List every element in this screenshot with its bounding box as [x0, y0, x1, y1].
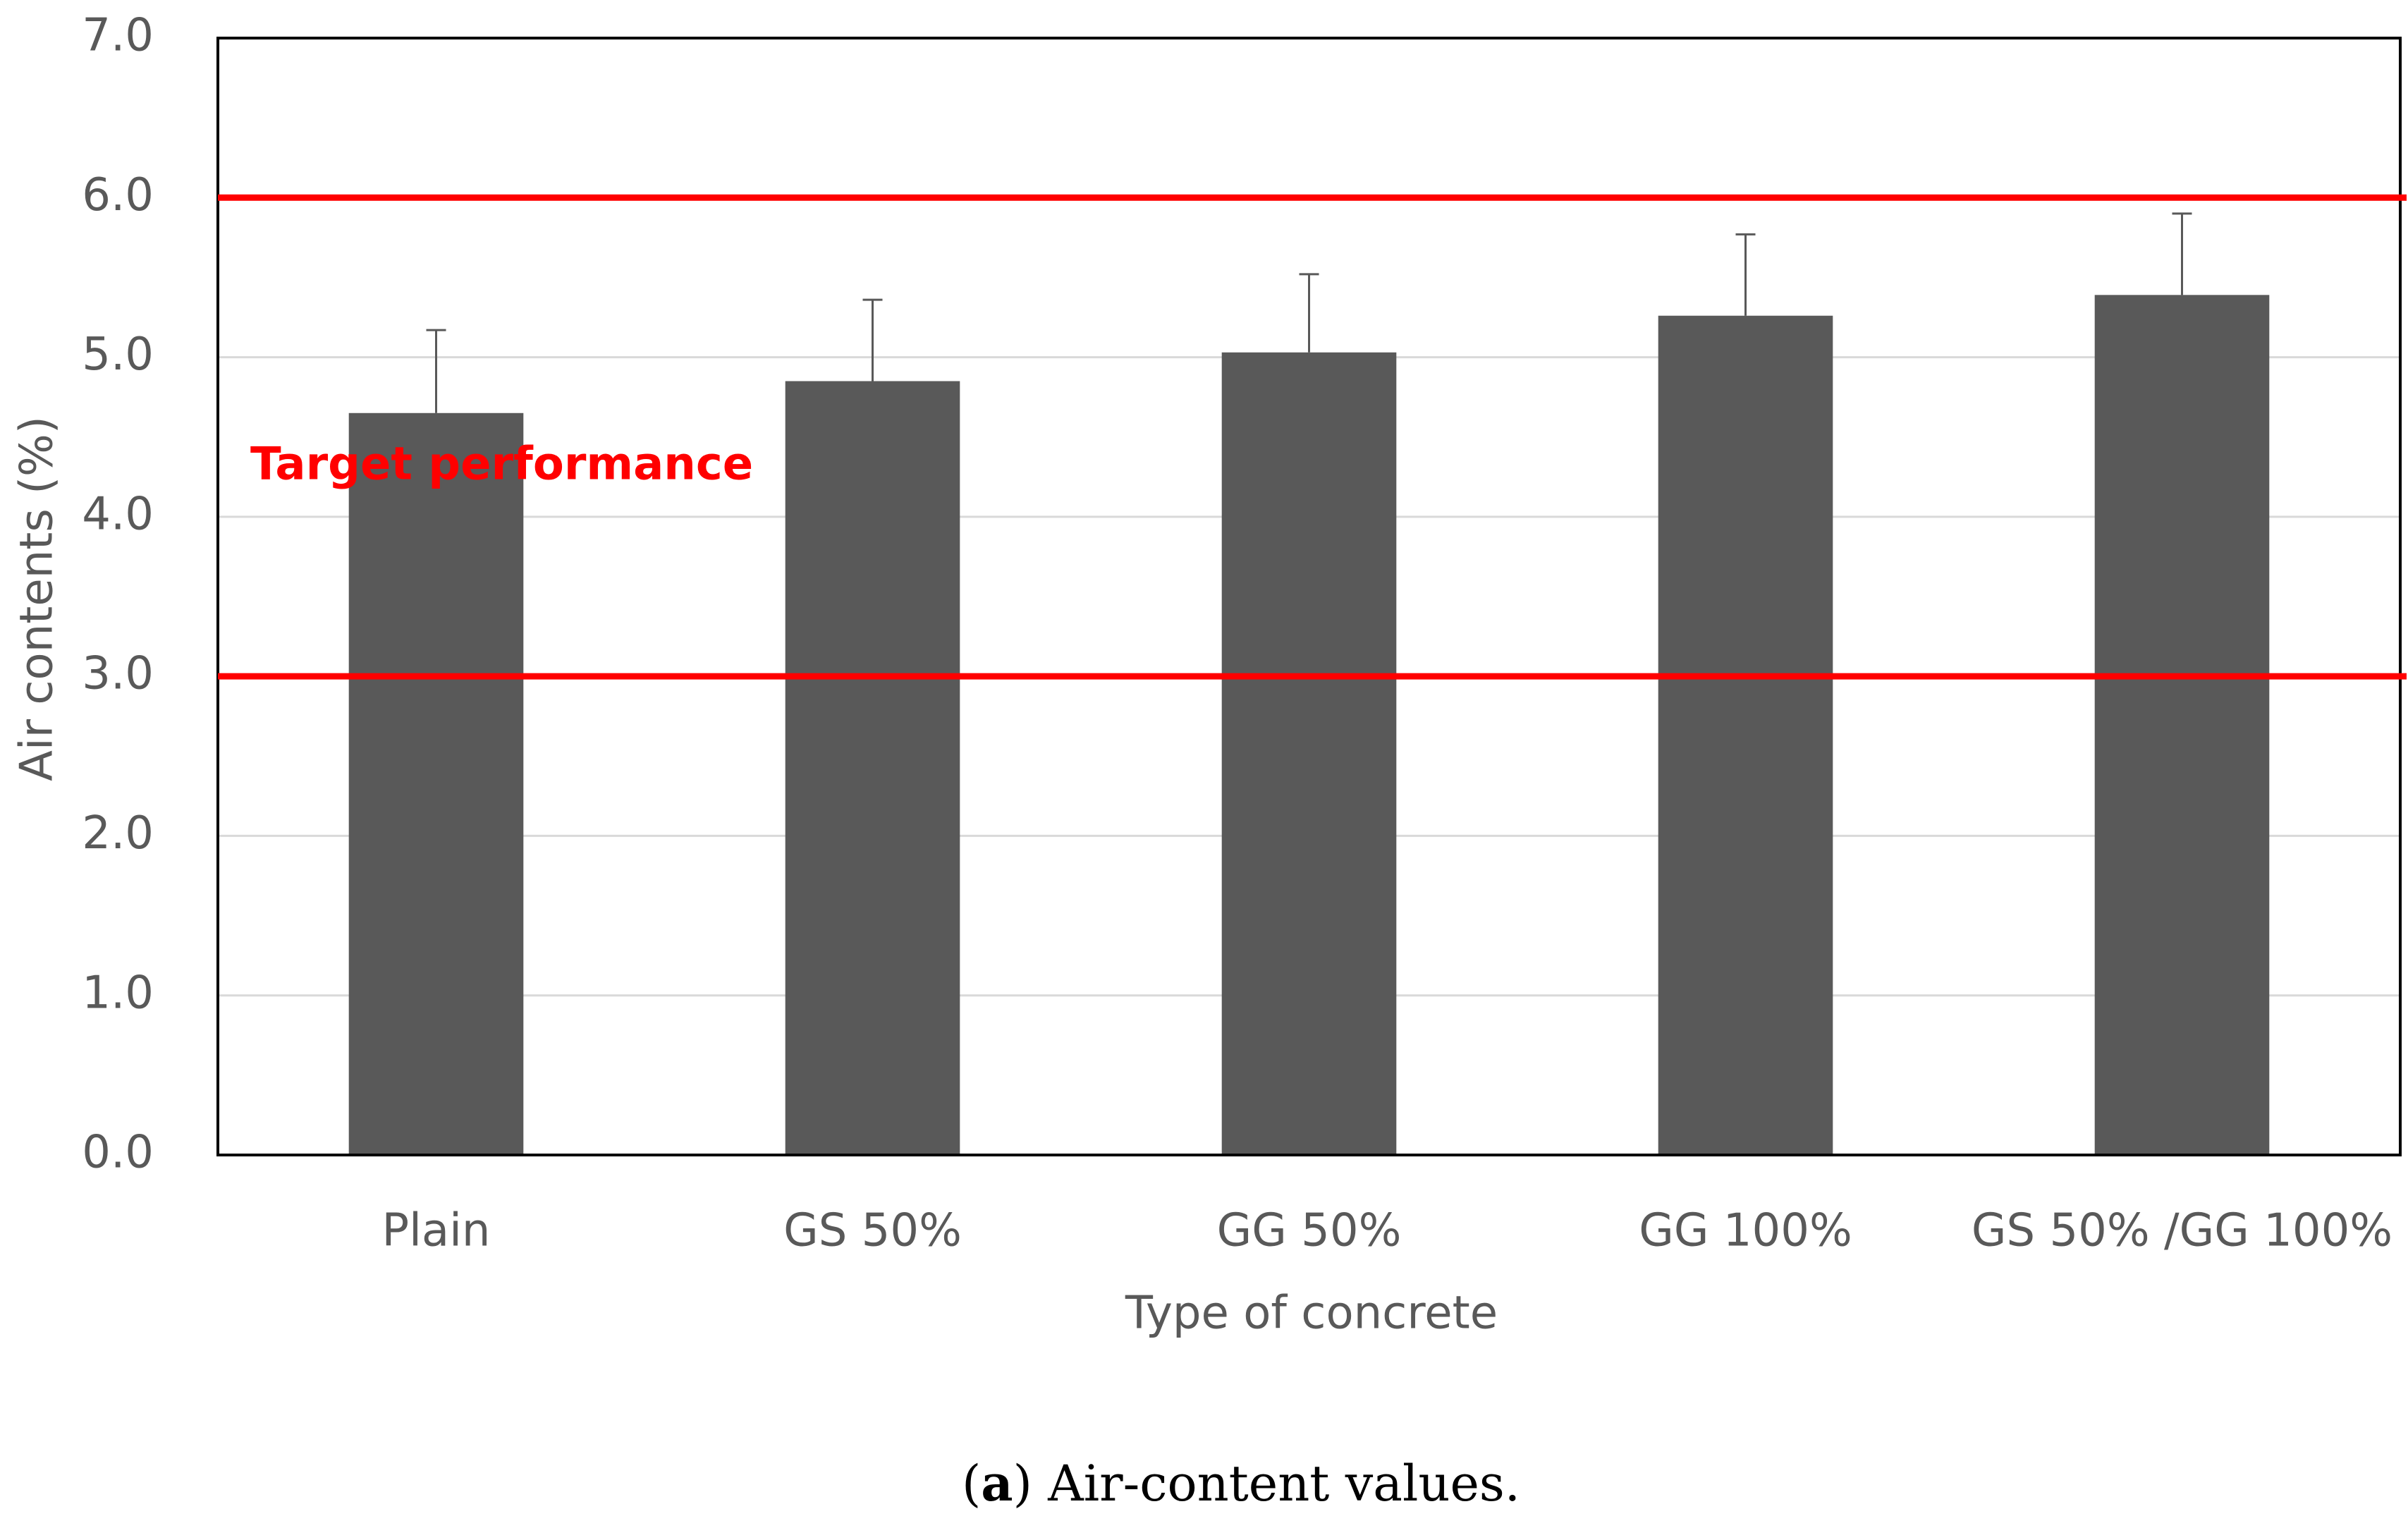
- y-tick-label: 0.0: [82, 1127, 154, 1179]
- y-tick-label: 7.0: [82, 10, 154, 62]
- bar: [1221, 352, 1397, 1156]
- caption-part: (: [962, 1455, 981, 1512]
- y-tick-label: 5.0: [82, 329, 154, 381]
- annotation: Target performance: [250, 439, 753, 491]
- bar: [1658, 315, 1833, 1155]
- y-tick-label: 4.0: [82, 488, 154, 540]
- caption-label: a: [981, 1454, 1013, 1512]
- bar: [785, 381, 960, 1155]
- caption: (a) Air-content values.: [962, 1454, 1520, 1512]
- y-axis-title: Air contents (%): [11, 416, 63, 781]
- x-tick-label: GG 100%: [1639, 1205, 1852, 1257]
- x-tick-label: GS 50% /GG 100%: [1972, 1205, 2392, 1257]
- x-tick-label: GS 50%: [783, 1205, 962, 1257]
- x-tick-label: Plain: [382, 1205, 491, 1257]
- bar: [2094, 295, 2270, 1155]
- x-axis-title: Type of concrete: [1125, 1288, 1498, 1340]
- y-tick-label: 6.0: [82, 169, 154, 221]
- plot-frame: [216, 37, 2402, 1156]
- caption-part: ) Air-content values.: [1013, 1455, 1520, 1512]
- y-tick-label: 3.0: [82, 648, 154, 700]
- x-tick-label: GG 50%: [1217, 1205, 1402, 1257]
- bar: [348, 412, 524, 1155]
- y-tick-label: 1.0: [82, 967, 154, 1019]
- y-tick-label: 2.0: [82, 807, 154, 860]
